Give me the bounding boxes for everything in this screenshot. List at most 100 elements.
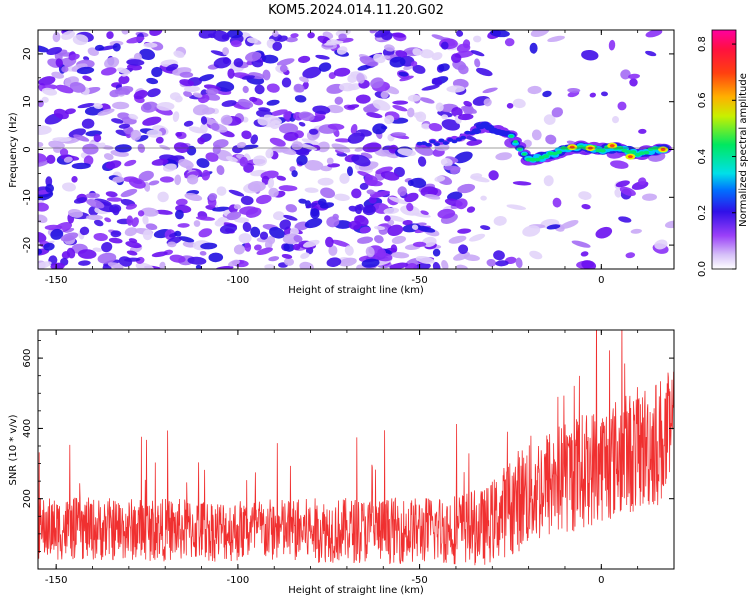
signal-ridge-cell <box>530 157 536 162</box>
spectrogram-cell <box>198 228 213 238</box>
spectrogram-cell <box>392 104 408 112</box>
spectrogram-cell <box>434 175 446 182</box>
spectrogram-cell <box>372 99 391 111</box>
spectrogram-cell <box>112 43 121 52</box>
spectrogram-cell <box>214 219 225 227</box>
spectrogram-cell <box>335 138 351 143</box>
signal-ridge-cell <box>630 150 637 155</box>
spectrogram-cell <box>304 187 319 193</box>
spectrogram-cell <box>473 35 482 43</box>
spectrogram-cell <box>55 58 63 68</box>
spectrogram-cell <box>515 257 523 269</box>
snr-x-tick-label: -50 <box>411 575 427 586</box>
spectrogram-cell <box>61 30 76 40</box>
spectrogram-cell <box>370 77 384 89</box>
spectrogram-cell <box>617 101 627 111</box>
spectrogram-cell <box>325 236 334 248</box>
spectrogram-cell <box>277 35 288 42</box>
spectrogram-cell <box>268 256 280 262</box>
spectrogram-cell <box>105 160 122 169</box>
spectrogram-cell <box>53 108 69 120</box>
spectrogram-cell <box>126 250 138 256</box>
spectrogram-y-tick-label: 0 <box>22 146 33 152</box>
spectrogram-cell <box>495 152 513 161</box>
spectrogram-cell <box>381 149 399 159</box>
spectrogram-cell <box>276 175 287 181</box>
spectrogram-cell <box>614 189 622 198</box>
spectrogram-cell <box>138 170 154 182</box>
spectrogram-cell <box>264 239 273 250</box>
spectrogram-cell <box>242 85 249 94</box>
signal-ridge-cell <box>451 139 458 144</box>
spectrogram-cell <box>239 156 248 167</box>
spectrogram-cell <box>201 107 216 115</box>
spectrogram-cell <box>404 192 419 203</box>
spectrogram-cell <box>117 67 131 75</box>
spectrogram-cell <box>551 107 564 118</box>
spectrogram-cell <box>438 63 450 72</box>
spectrogram-cell <box>326 104 344 114</box>
signal-ridge-cell <box>429 139 436 144</box>
snr-y-axis: 200 400 600 <box>22 340 674 552</box>
spectrogram-cell <box>357 170 372 178</box>
colorbar-tick-label: 0.2 <box>697 205 708 221</box>
spectrogram-cell <box>200 116 208 125</box>
spectrogram-cell <box>254 84 265 95</box>
spectrogram-cell <box>344 245 354 256</box>
spectrogram-cell <box>135 262 154 269</box>
spectrogram-y-axis: -20 -10 0 10 20 <box>22 29 674 270</box>
spectrogram-cell <box>245 51 262 62</box>
spectrogram-cell <box>463 254 480 262</box>
spectrogram-cell <box>193 220 201 227</box>
spectrogram-cell <box>272 41 283 51</box>
spectrogram-cell <box>52 137 72 142</box>
spectrogram-cell <box>412 241 427 248</box>
signal-ridge-cell <box>442 141 449 145</box>
spectrogram-cell <box>447 191 463 201</box>
spectrogram-cell <box>284 257 294 266</box>
spectrogram-cell <box>205 88 219 95</box>
signal-ridge-cell <box>471 128 482 135</box>
spectrogram-cell <box>645 50 657 57</box>
spectrogram-cell <box>183 90 193 98</box>
spectrogram-cell <box>318 62 332 72</box>
spectrogram-cell <box>254 244 262 251</box>
spectrogram-cell <box>361 258 380 268</box>
spectrogram-cell <box>71 162 91 170</box>
spectrogram-cell <box>363 106 372 113</box>
spectrogram-cell <box>145 223 158 231</box>
spectrogram-cell <box>417 156 427 167</box>
spectrogram-cell <box>199 250 207 256</box>
spectrogram-x-label: Height of straight line (km) <box>288 285 424 296</box>
spectrogram-cell <box>86 199 105 209</box>
spectrogram-cell <box>543 114 556 125</box>
spectrogram-cell <box>215 265 234 269</box>
spectrogram-cell <box>488 170 499 181</box>
spectrogram-cell <box>38 45 49 53</box>
signal-ridge-cell <box>525 157 532 162</box>
spectrogram-cell <box>121 30 130 35</box>
spectrogram-cell <box>476 67 493 77</box>
signal-peak-core <box>609 144 615 148</box>
spectrogram-cell <box>216 165 225 176</box>
spectrogram-cell <box>298 121 306 127</box>
signal-ridge-cell <box>508 134 514 138</box>
spectrogram-cell <box>615 180 630 188</box>
spectrogram-cell <box>159 176 174 183</box>
spectrogram-cell <box>351 188 362 199</box>
spectrogram-cell <box>625 252 636 259</box>
spectrogram-cell <box>362 204 376 216</box>
spectrogram-cell <box>338 33 347 40</box>
spectrogram-cell <box>628 73 640 80</box>
spectrogram-cell <box>495 260 509 267</box>
spectrogram-cell <box>165 63 179 71</box>
spectrogram-cell <box>112 176 125 183</box>
spectrogram-y-tick-label: -10 <box>22 189 33 205</box>
spectrogram-cell <box>85 192 100 199</box>
spectrogram-cell <box>174 95 183 103</box>
spectrogram-cell <box>137 210 145 217</box>
signal-ridge-cell <box>438 138 445 143</box>
spectrogram-cell <box>93 219 104 227</box>
signal-ridge-cell <box>513 140 518 144</box>
spectrogram-cell <box>128 113 139 120</box>
